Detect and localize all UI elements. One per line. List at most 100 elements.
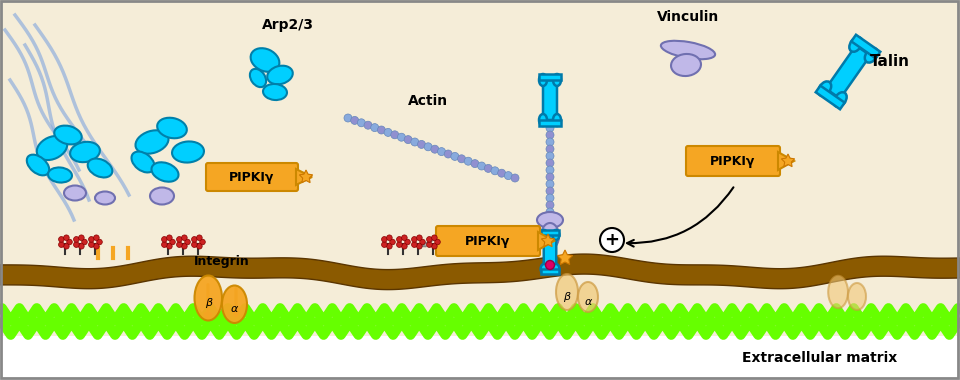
Ellipse shape bbox=[152, 162, 179, 182]
Circle shape bbox=[426, 237, 432, 242]
Ellipse shape bbox=[541, 223, 559, 249]
Circle shape bbox=[546, 124, 554, 132]
Polygon shape bbox=[558, 250, 572, 264]
FancyBboxPatch shape bbox=[686, 146, 780, 176]
Ellipse shape bbox=[553, 264, 560, 274]
Circle shape bbox=[391, 131, 398, 139]
Ellipse shape bbox=[95, 192, 115, 204]
Circle shape bbox=[431, 145, 439, 153]
Polygon shape bbox=[538, 232, 554, 250]
Ellipse shape bbox=[553, 114, 561, 126]
Circle shape bbox=[401, 235, 407, 241]
Circle shape bbox=[384, 128, 392, 136]
Circle shape bbox=[511, 174, 519, 182]
Text: PIPKIγ: PIPKIγ bbox=[229, 171, 275, 184]
Circle shape bbox=[161, 242, 167, 247]
Circle shape bbox=[63, 235, 69, 241]
Text: Actin: Actin bbox=[408, 94, 448, 108]
Circle shape bbox=[471, 160, 479, 168]
Circle shape bbox=[344, 114, 352, 122]
Circle shape bbox=[478, 162, 486, 170]
Circle shape bbox=[546, 187, 554, 195]
Ellipse shape bbox=[539, 74, 547, 86]
Circle shape bbox=[546, 159, 554, 167]
Circle shape bbox=[546, 180, 554, 188]
Ellipse shape bbox=[70, 142, 100, 162]
Ellipse shape bbox=[132, 152, 155, 173]
Circle shape bbox=[458, 155, 466, 163]
Ellipse shape bbox=[671, 54, 701, 76]
Circle shape bbox=[387, 244, 393, 249]
Circle shape bbox=[63, 244, 69, 249]
Circle shape bbox=[546, 208, 554, 216]
Ellipse shape bbox=[36, 136, 67, 160]
Circle shape bbox=[192, 237, 197, 242]
Bar bbox=[540, 230, 560, 235]
Ellipse shape bbox=[553, 230, 560, 240]
Circle shape bbox=[364, 121, 372, 129]
Text: Extracellular matrix: Extracellular matrix bbox=[742, 351, 898, 365]
Circle shape bbox=[435, 239, 441, 245]
Circle shape bbox=[88, 242, 94, 247]
Circle shape bbox=[59, 242, 64, 247]
FancyBboxPatch shape bbox=[543, 235, 556, 269]
Polygon shape bbox=[778, 152, 794, 170]
Circle shape bbox=[66, 239, 72, 245]
Polygon shape bbox=[296, 169, 312, 185]
Circle shape bbox=[82, 239, 87, 245]
Circle shape bbox=[426, 242, 432, 247]
Circle shape bbox=[504, 172, 513, 180]
FancyBboxPatch shape bbox=[827, 46, 870, 98]
Text: Integrin: Integrin bbox=[194, 255, 250, 268]
Circle shape bbox=[497, 169, 506, 177]
Circle shape bbox=[491, 167, 499, 175]
Circle shape bbox=[357, 119, 366, 127]
Ellipse shape bbox=[87, 158, 112, 177]
Ellipse shape bbox=[55, 125, 82, 144]
Ellipse shape bbox=[27, 155, 49, 175]
Text: PIPKIγ: PIPKIγ bbox=[710, 155, 756, 168]
Circle shape bbox=[396, 237, 402, 242]
Ellipse shape bbox=[850, 37, 862, 52]
Polygon shape bbox=[0, 254, 960, 290]
Polygon shape bbox=[781, 154, 795, 167]
Ellipse shape bbox=[540, 264, 547, 274]
Circle shape bbox=[546, 131, 554, 139]
Text: Arp2/3: Arp2/3 bbox=[262, 18, 314, 32]
Ellipse shape bbox=[828, 276, 848, 308]
Ellipse shape bbox=[267, 66, 293, 84]
Text: Vinculin: Vinculin bbox=[657, 10, 719, 24]
Bar bbox=[816, 86, 845, 109]
Ellipse shape bbox=[135, 130, 169, 154]
FancyArrowPatch shape bbox=[627, 187, 733, 247]
Circle shape bbox=[417, 235, 422, 241]
Circle shape bbox=[432, 244, 437, 249]
FancyBboxPatch shape bbox=[206, 163, 298, 191]
Circle shape bbox=[377, 126, 385, 134]
Circle shape bbox=[418, 140, 425, 149]
FancyBboxPatch shape bbox=[543, 80, 557, 120]
Polygon shape bbox=[541, 234, 555, 247]
Circle shape bbox=[59, 237, 64, 242]
Ellipse shape bbox=[540, 230, 547, 240]
Bar bbox=[852, 35, 880, 59]
Circle shape bbox=[546, 194, 554, 202]
Circle shape bbox=[79, 235, 84, 241]
Circle shape bbox=[401, 244, 407, 249]
Ellipse shape bbox=[539, 114, 547, 126]
Circle shape bbox=[424, 143, 432, 151]
Circle shape bbox=[390, 239, 396, 245]
Circle shape bbox=[371, 124, 378, 131]
Ellipse shape bbox=[251, 48, 279, 72]
Circle shape bbox=[381, 237, 387, 242]
Polygon shape bbox=[300, 170, 313, 183]
Circle shape bbox=[444, 150, 452, 158]
Bar bbox=[540, 269, 560, 274]
Circle shape bbox=[412, 237, 418, 242]
Circle shape bbox=[404, 136, 412, 144]
Text: β: β bbox=[204, 298, 212, 308]
Circle shape bbox=[177, 237, 182, 242]
Ellipse shape bbox=[556, 274, 578, 310]
Circle shape bbox=[411, 138, 419, 146]
Circle shape bbox=[192, 242, 197, 247]
